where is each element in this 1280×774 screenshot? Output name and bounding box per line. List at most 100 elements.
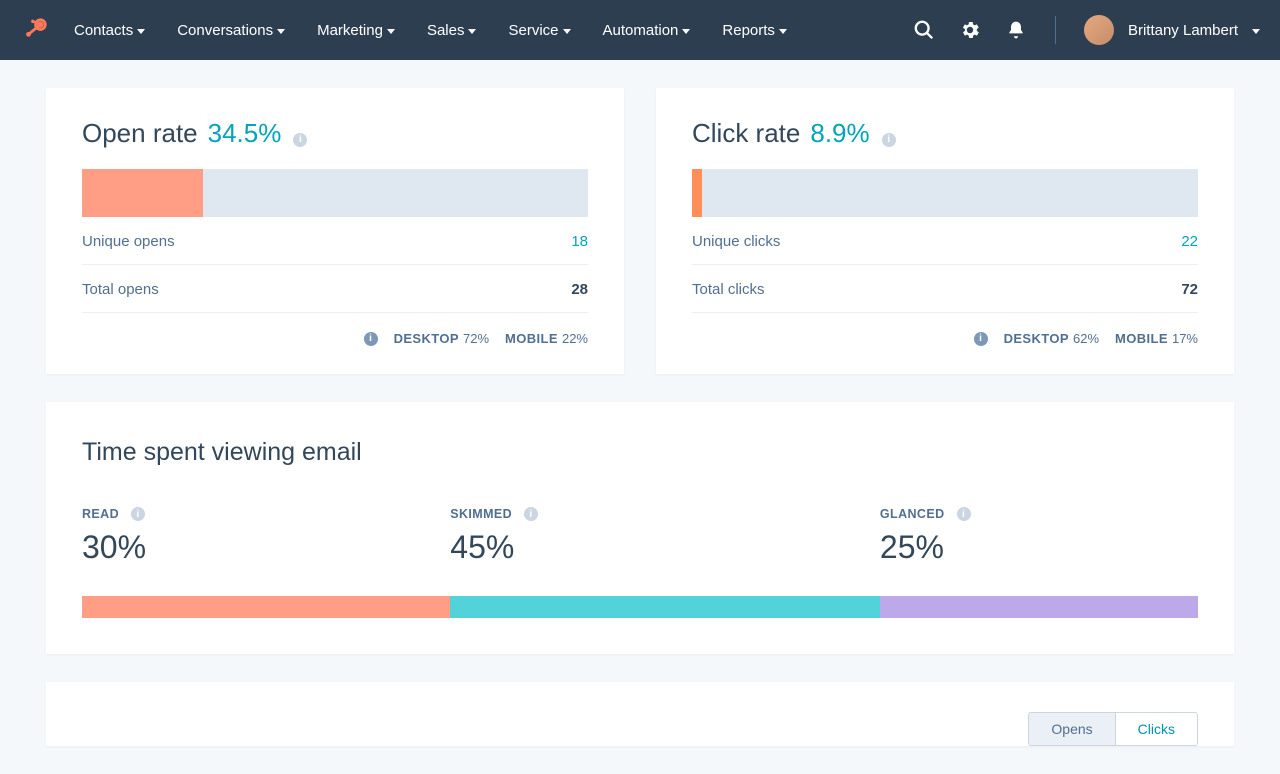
nav-label: Reports bbox=[722, 22, 775, 39]
device-value: 62% bbox=[1073, 331, 1099, 346]
info-icon[interactable]: i bbox=[364, 332, 378, 346]
nav-divider bbox=[1055, 16, 1056, 44]
stat-label: Total clicks bbox=[692, 281, 765, 298]
metric-value: 45% bbox=[450, 529, 880, 566]
metric-value: 30% bbox=[82, 529, 450, 566]
time-metrics-row: READ i 30%SKIMMEDi 45%GLANCED i 25% bbox=[82, 507, 1198, 566]
chevron-down-icon bbox=[1252, 29, 1260, 34]
device-breakdown: i DESKTOP 72% MOBILE 22% bbox=[82, 313, 588, 346]
card-title: Click rate bbox=[692, 118, 800, 149]
nav-item-conversations[interactable]: Conversations bbox=[177, 22, 285, 39]
card-header: Click rate 8.9% i bbox=[692, 118, 1198, 149]
user-menu[interactable]: Brittany Lambert bbox=[1084, 15, 1260, 45]
nav-item-automation[interactable]: Automation bbox=[603, 22, 691, 39]
total-clicks-row: Total clicks 72 bbox=[692, 265, 1198, 313]
device-desktop: DESKTOP 62% bbox=[1004, 331, 1099, 346]
bar-segment bbox=[450, 596, 880, 618]
card-value: 34.5% bbox=[208, 118, 282, 149]
nav-label: Marketing bbox=[317, 22, 383, 39]
info-icon[interactable]: i bbox=[131, 507, 145, 521]
time-metric: GLANCED i 25% bbox=[880, 507, 1198, 566]
nav-item-contacts[interactable]: Contacts bbox=[74, 22, 145, 39]
chevron-down-icon bbox=[277, 29, 285, 34]
click-rate-card: Click rate 8.9% i Unique clicks 22 Total… bbox=[656, 88, 1234, 374]
nav-label: Conversations bbox=[177, 22, 273, 39]
gear-icon[interactable] bbox=[959, 19, 981, 41]
nav-label: Sales bbox=[427, 22, 465, 39]
chevron-down-icon bbox=[682, 29, 690, 34]
tab-group: OpensClicks bbox=[1028, 712, 1198, 746]
chevron-down-icon bbox=[563, 29, 571, 34]
bar-segment bbox=[880, 596, 1198, 618]
tab-opens[interactable]: Opens bbox=[1029, 713, 1114, 745]
info-icon[interactable]: i bbox=[957, 507, 971, 521]
metric-label: SKIMMEDi bbox=[450, 507, 880, 521]
bell-icon[interactable] bbox=[1005, 19, 1027, 41]
avatar bbox=[1084, 15, 1114, 45]
stat-value: 28 bbox=[571, 281, 588, 298]
nav-label: Automation bbox=[603, 22, 679, 39]
metric-value: 25% bbox=[880, 529, 1198, 566]
nav-label: Service bbox=[508, 22, 558, 39]
nav-item-reports[interactable]: Reports bbox=[722, 22, 787, 39]
chevron-down-icon bbox=[137, 29, 145, 34]
info-icon[interactable]: i bbox=[524, 507, 538, 521]
device-label: MOBILE bbox=[505, 331, 558, 346]
total-opens-row: Total opens 28 bbox=[82, 265, 588, 313]
open-rate-card: Open rate 34.5% i Unique opens 18 Total … bbox=[46, 88, 624, 374]
unique-opens-row: Unique opens 18 bbox=[82, 217, 588, 265]
device-value: 72% bbox=[463, 331, 489, 346]
chevron-down-icon bbox=[468, 29, 476, 34]
device-value: 22% bbox=[562, 331, 588, 346]
dashboard-content: Open rate 34.5% i Unique opens 18 Total … bbox=[0, 60, 1280, 774]
device-mobile: MOBILE 17% bbox=[1115, 331, 1198, 346]
nav-item-service[interactable]: Service bbox=[508, 22, 570, 39]
metric-label: GLANCED i bbox=[880, 507, 1198, 521]
search-icon[interactable] bbox=[913, 19, 935, 41]
nav-item-sales[interactable]: Sales bbox=[427, 22, 477, 39]
device-label: DESKTOP bbox=[394, 331, 459, 346]
stat-label: Unique clicks bbox=[692, 233, 780, 250]
bar-segment bbox=[82, 596, 450, 618]
nav-right: Brittany Lambert bbox=[913, 15, 1260, 45]
info-icon[interactable]: i bbox=[974, 332, 988, 346]
device-breakdown: i DESKTOP 62% MOBILE 17% bbox=[692, 313, 1198, 346]
open-rate-bar bbox=[82, 169, 588, 217]
open-rate-bar-fill bbox=[82, 169, 203, 217]
device-value: 17% bbox=[1172, 331, 1198, 346]
card-title: Time spent viewing email bbox=[82, 438, 1198, 467]
card-header: Open rate 34.5% i bbox=[82, 118, 588, 149]
info-icon[interactable]: i bbox=[293, 133, 307, 147]
top-nav: Contacts Conversations Marketing Sales S… bbox=[0, 0, 1280, 60]
time-metric: SKIMMEDi 45% bbox=[450, 507, 880, 566]
unique-clicks-row: Unique clicks 22 bbox=[692, 217, 1198, 265]
metric-label-text: READ bbox=[82, 507, 119, 521]
metric-label-text: GLANCED bbox=[880, 507, 945, 521]
stat-value[interactable]: 18 bbox=[571, 233, 588, 250]
device-label: MOBILE bbox=[1115, 331, 1168, 346]
click-rate-bar-fill bbox=[692, 169, 702, 217]
time-spent-card: Time spent viewing email READ i 30%SKIMMED… bbox=[46, 402, 1234, 654]
stat-label: Unique opens bbox=[82, 233, 175, 250]
stat-value: 72 bbox=[1181, 281, 1198, 298]
stat-value[interactable]: 22 bbox=[1181, 233, 1198, 250]
device-desktop: DESKTOP 72% bbox=[394, 331, 489, 346]
rate-cards-row: Open rate 34.5% i Unique opens 18 Total … bbox=[46, 88, 1234, 374]
hubspot-logo[interactable] bbox=[20, 15, 50, 45]
tab-clicks[interactable]: Clicks bbox=[1115, 713, 1197, 745]
chevron-down-icon bbox=[387, 29, 395, 34]
nav-items: Contacts Conversations Marketing Sales S… bbox=[74, 22, 913, 39]
chevron-down-icon bbox=[779, 29, 787, 34]
user-name: Brittany Lambert bbox=[1128, 22, 1238, 39]
card-value: 8.9% bbox=[810, 118, 869, 149]
click-rate-bar bbox=[692, 169, 1198, 217]
engagement-card: OpensClicks bbox=[46, 682, 1234, 746]
card-title: Open rate bbox=[82, 118, 198, 149]
metric-label: READ i bbox=[82, 507, 450, 521]
device-mobile: MOBILE 22% bbox=[505, 331, 588, 346]
time-metric: READ i 30% bbox=[82, 507, 450, 566]
nav-item-marketing[interactable]: Marketing bbox=[317, 22, 395, 39]
nav-label: Contacts bbox=[74, 22, 133, 39]
device-label: DESKTOP bbox=[1004, 331, 1069, 346]
info-icon[interactable]: i bbox=[882, 133, 896, 147]
